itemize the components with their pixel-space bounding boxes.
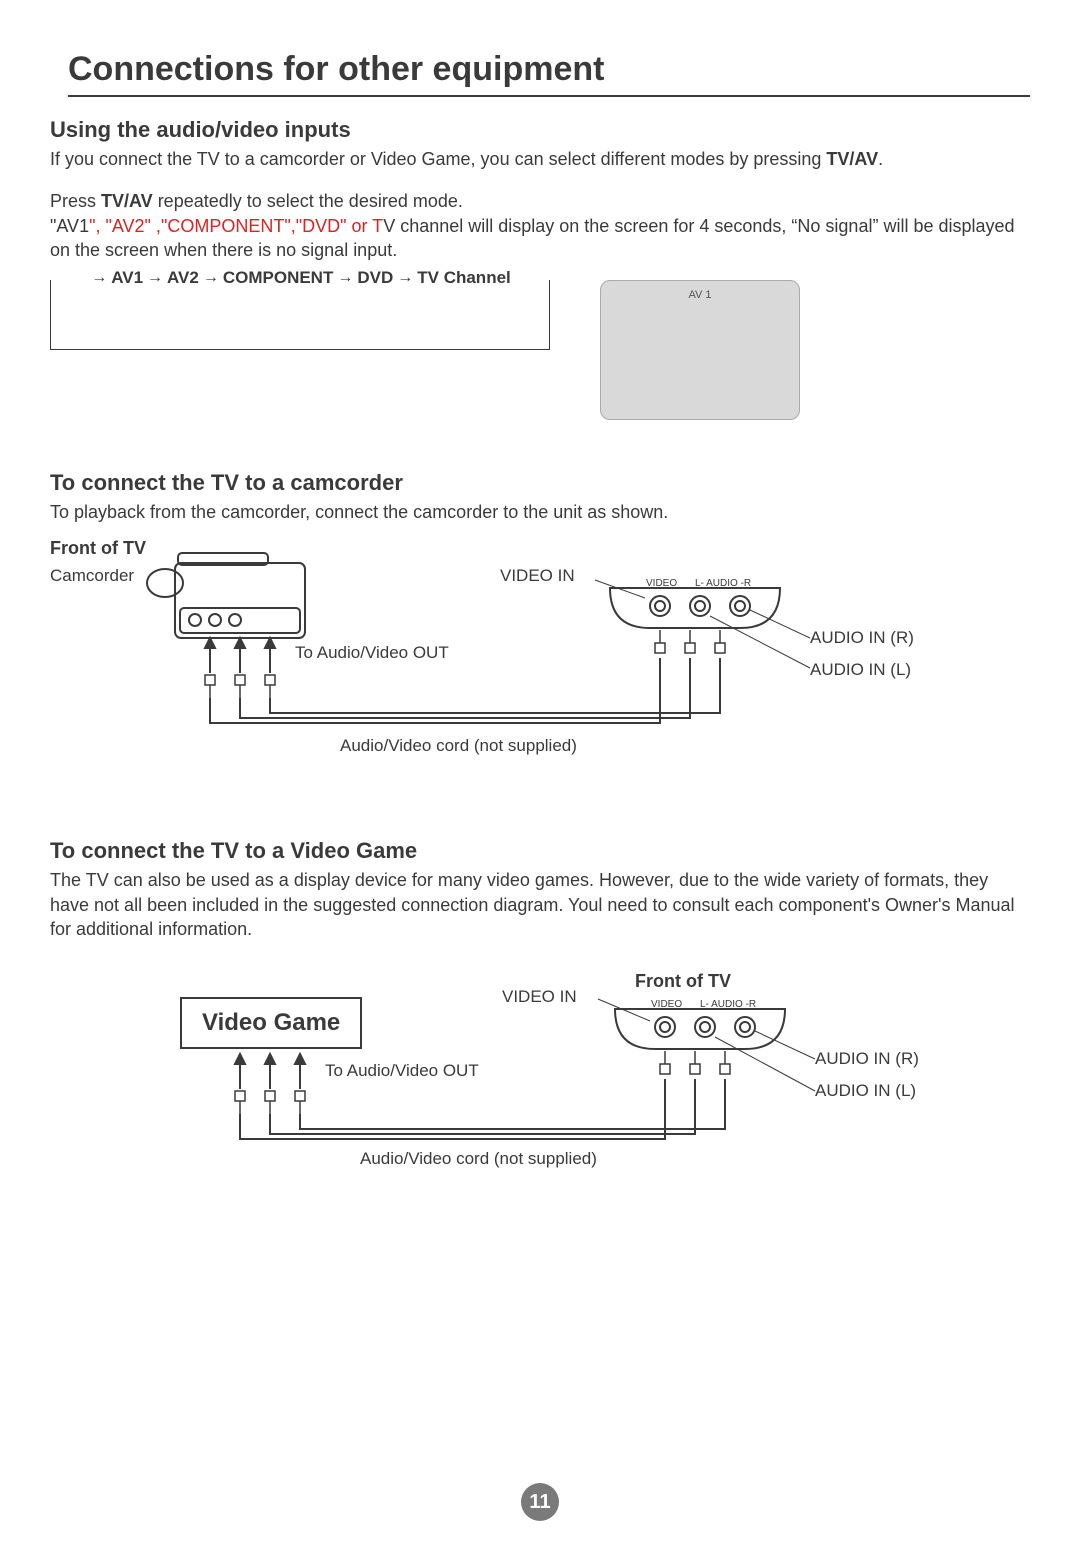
text: "AV1 <box>50 216 89 236</box>
section-av-inputs: Using the audio/video inputs If you conn… <box>50 117 1030 420</box>
label-audio-in-l: AUDIO IN (L) <box>815 1081 916 1101</box>
label-jack-audio: L- AUDIO -R <box>700 999 756 1010</box>
video-game-box: Video Game <box>180 997 362 1049</box>
label-audio-in-l: AUDIO IN (L) <box>810 660 911 680</box>
label-cord: Audio/Video cord (not supplied) <box>340 736 577 756</box>
label-video-in: VIDEO IN <box>502 987 577 1007</box>
label-to-av-out: To Audio/Video OUT <box>295 643 449 663</box>
body-text: The TV can also be used as a display dev… <box>50 868 1030 941</box>
section-heading: To connect the TV to a camcorder <box>50 470 1030 496</box>
label-front-of-tv: Front of TV <box>635 971 731 992</box>
text: Press <box>50 191 101 211</box>
page-number-badge: 11 <box>521 1483 559 1521</box>
page-title: Connections for other equipment <box>68 50 1030 97</box>
label-audio-in-r: AUDIO IN (R) <box>815 1049 919 1069</box>
text: repeatedly to select the desired mode. <box>153 191 463 211</box>
label-jack-audio: L- AUDIO -R <box>695 578 751 589</box>
mode-cycle-box: → AV1 → AV2 → COMPONENT → DVD → TV Chann… <box>50 280 550 350</box>
mode-item: AV1 <box>111 268 143 288</box>
videogame-diagram: Video Game Front of TV VIDEO IN VIDEO L-… <box>50 979 1010 1229</box>
label-audio-in-r: AUDIO IN (R) <box>810 628 914 648</box>
body-text: If you connect the TV to a camcorder or … <box>50 147 1030 171</box>
arrow-icon: → <box>397 269 413 287</box>
body-text: "AV1", "AV2" ,"COMPONENT","DVD" or TV ch… <box>50 214 1030 263</box>
tv-preview-label: AV 1 <box>688 289 711 301</box>
text-bold: TV/AV <box>826 149 878 169</box>
camcorder-diagram: Camcorder Front of TV VIDEO IN VIDEO L- … <box>50 538 1010 798</box>
label-jack-video: VIDEO <box>646 578 677 589</box>
tv-preview: AV 1 <box>600 280 800 420</box>
body-text: Press TV/AV repeatedly to select the des… <box>50 189 1030 213</box>
mode-item: DVD <box>357 268 393 288</box>
label-video-in: VIDEO IN <box>500 566 575 586</box>
arrow-icon: → <box>203 269 219 287</box>
label-jack-video: VIDEO <box>651 999 682 1010</box>
label-cord: Audio/Video cord (not supplied) <box>360 1149 597 1169</box>
text: . <box>878 149 883 169</box>
section-heading: Using the audio/video inputs <box>50 117 1030 143</box>
section-camcorder: To connect the TV to a camcorder To play… <box>50 470 1030 798</box>
mode-row: → AV1 → AV2 → COMPONENT → DVD → TV Chann… <box>50 280 1030 420</box>
mode-cycle-label: → AV1 → AV2 → COMPONENT → DVD → TV Chann… <box>51 268 549 288</box>
text: If you connect the TV to a camcorder or … <box>50 149 826 169</box>
arrow-icon: → <box>147 269 163 287</box>
page-number: 11 <box>529 1491 550 1514</box>
body-text: To playback from the camcorder, connect … <box>50 500 1030 524</box>
mode-item: AV2 <box>167 268 199 288</box>
label-to-av-out: To Audio/Video OUT <box>325 1061 479 1081</box>
text-bold: TV/AV <box>101 191 153 211</box>
section-heading: To connect the TV to a Video Game <box>50 838 1030 864</box>
mode-item: COMPONENT <box>223 268 334 288</box>
arrow-icon: → <box>337 269 353 287</box>
mode-item: TV Channel <box>417 268 511 288</box>
section-video-game: To connect the TV to a Video Game The TV… <box>50 838 1030 1229</box>
text-red: ", "AV2" ,"COMPONENT","DVD" or T <box>89 216 383 236</box>
arrow-icon: → <box>91 269 107 287</box>
label-camcorder: Camcorder <box>50 566 134 586</box>
label-front-of-tv: Front of TV <box>50 538 146 559</box>
